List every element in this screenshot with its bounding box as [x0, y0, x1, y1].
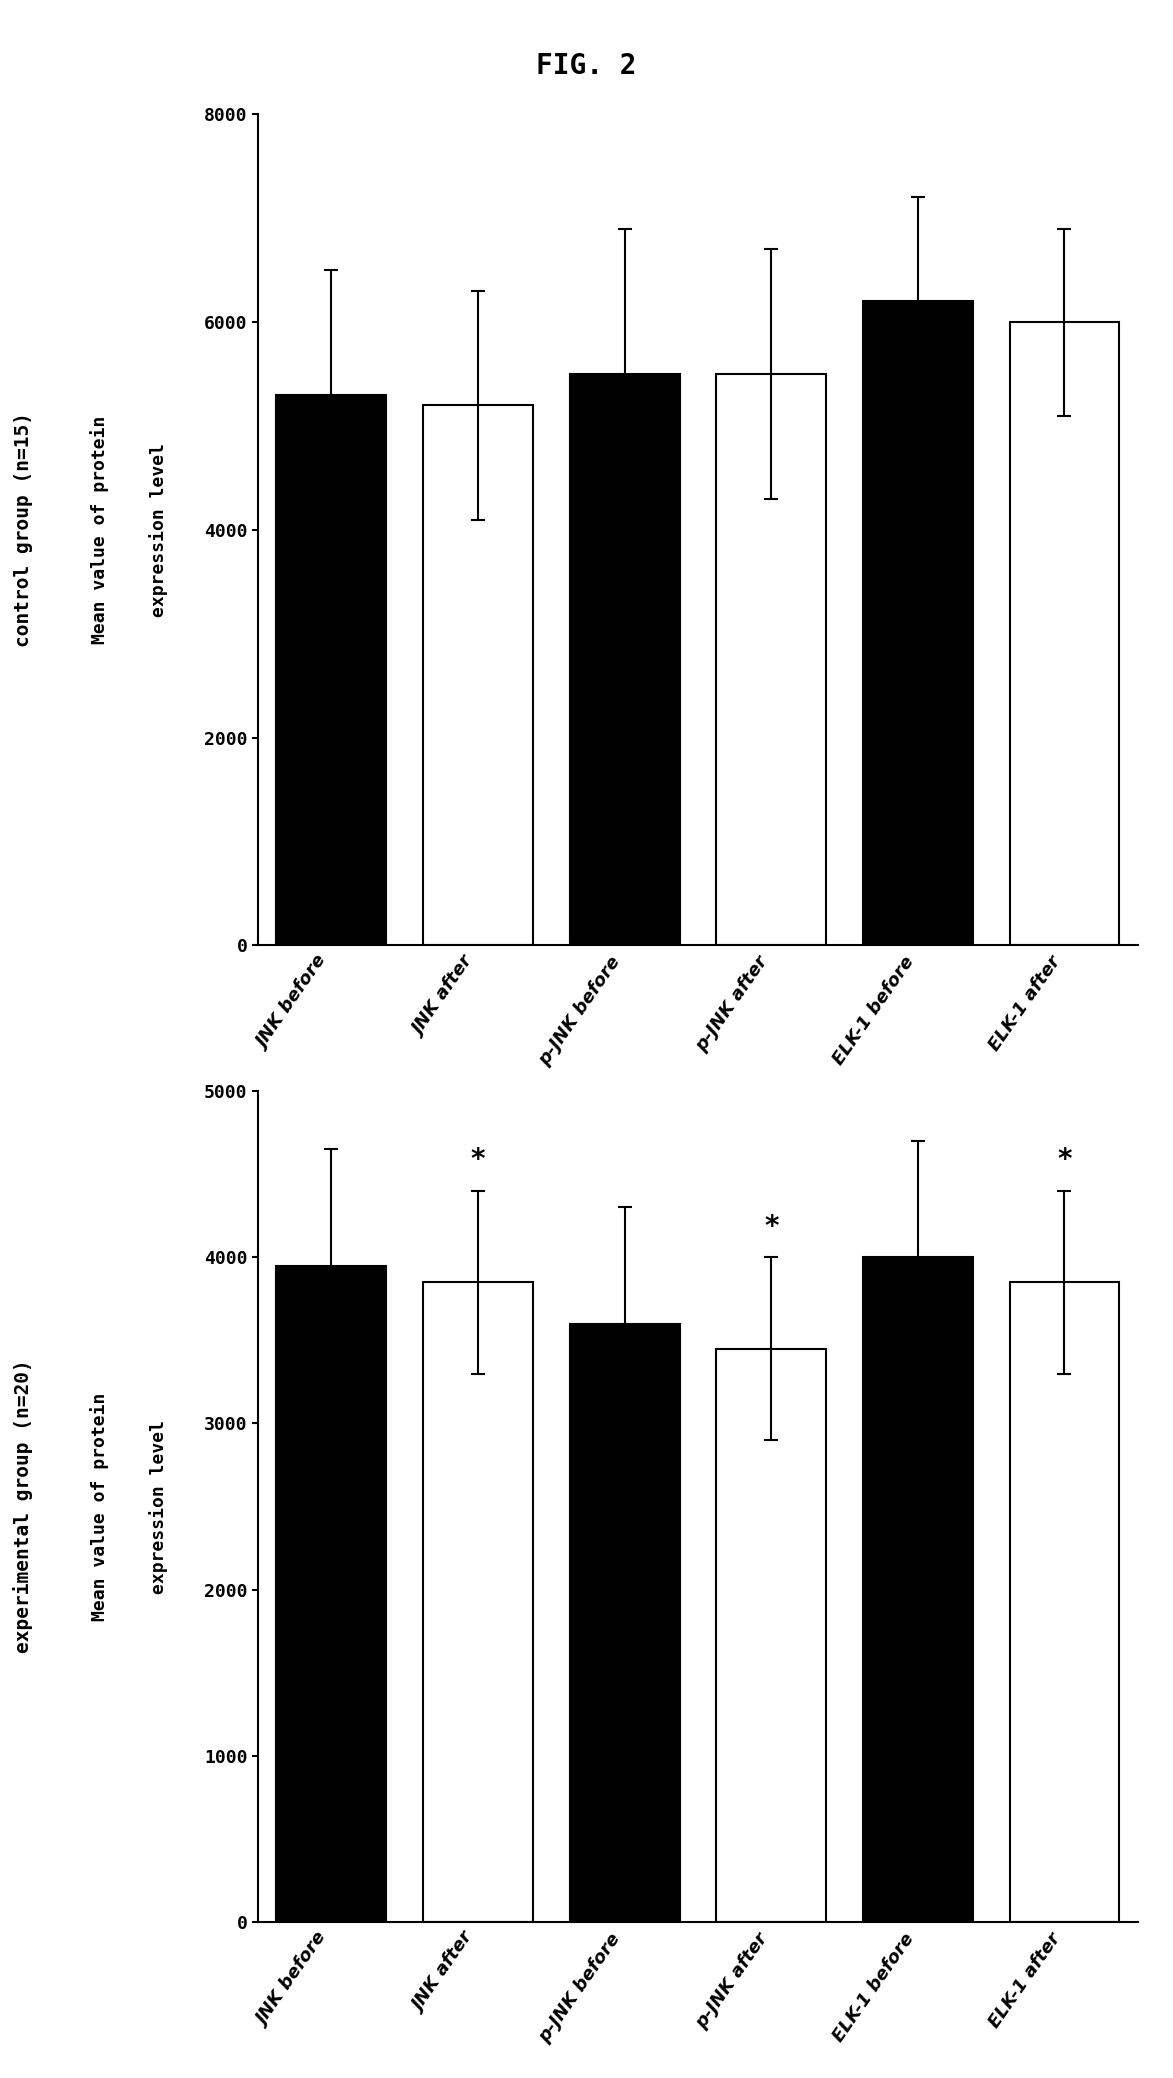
Text: *: * [470, 1147, 486, 1174]
Text: Mean value of protein: Mean value of protein [90, 416, 109, 644]
Text: experimental group (n=20): experimental group (n=20) [13, 1359, 34, 1654]
Bar [277, 1266, 386, 1922]
Text: expression level: expression level [149, 443, 168, 617]
Text: expression level: expression level [149, 1419, 168, 1594]
Text: FIG. 2: FIG. 2 [536, 52, 637, 79]
Bar [570, 1324, 679, 1922]
Bar [863, 1257, 972, 1922]
Bar [423, 405, 533, 945]
Bar [863, 301, 972, 945]
Bar [717, 1349, 826, 1922]
Text: control group (n=15): control group (n=15) [14, 411, 33, 648]
Bar [277, 395, 386, 945]
Bar [1010, 322, 1119, 945]
Text: *: * [1057, 1147, 1072, 1174]
Bar [423, 1282, 533, 1922]
Text: Mean value of protein: Mean value of protein [90, 1392, 109, 1621]
Bar [717, 374, 826, 945]
Bar [1010, 1282, 1119, 1922]
Bar [570, 374, 679, 945]
Text: *: * [764, 1214, 779, 1241]
